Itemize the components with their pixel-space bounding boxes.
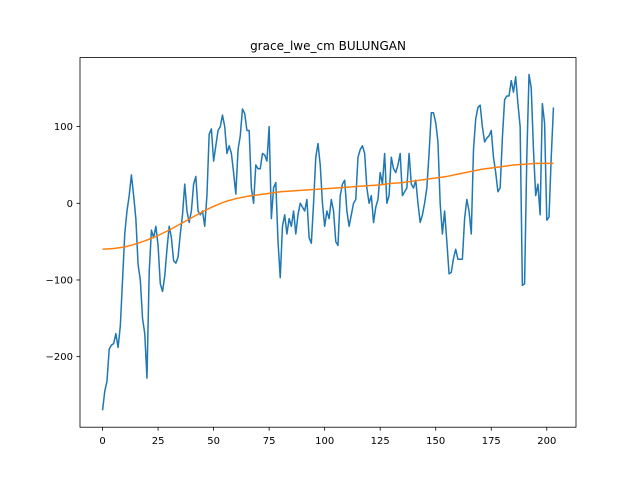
data-line	[101, 73, 555, 411]
data-line	[102, 162, 554, 251]
y-tick-label: 100	[54, 122, 73, 133]
x-tick-label: 50	[207, 436, 220, 447]
y-tick-label: −100	[46, 275, 73, 286]
chart-title: grace_lwe_cm BULUNGAN	[250, 39, 406, 53]
x-tick-label: 175	[482, 436, 501, 447]
y-tick-label: 0	[67, 199, 73, 210]
plot-frame	[79, 57, 577, 428]
x-tick-label: 0	[99, 436, 105, 447]
x-tick-label: 100	[315, 436, 334, 447]
x-tick-label: 75	[263, 436, 276, 447]
x-tick-label: 200	[537, 436, 556, 447]
x-tick-label: 125	[371, 436, 390, 447]
x-tick-label: 150	[426, 436, 445, 447]
y-tick-label: −200	[46, 352, 73, 363]
x-tick-label: 25	[152, 436, 165, 447]
